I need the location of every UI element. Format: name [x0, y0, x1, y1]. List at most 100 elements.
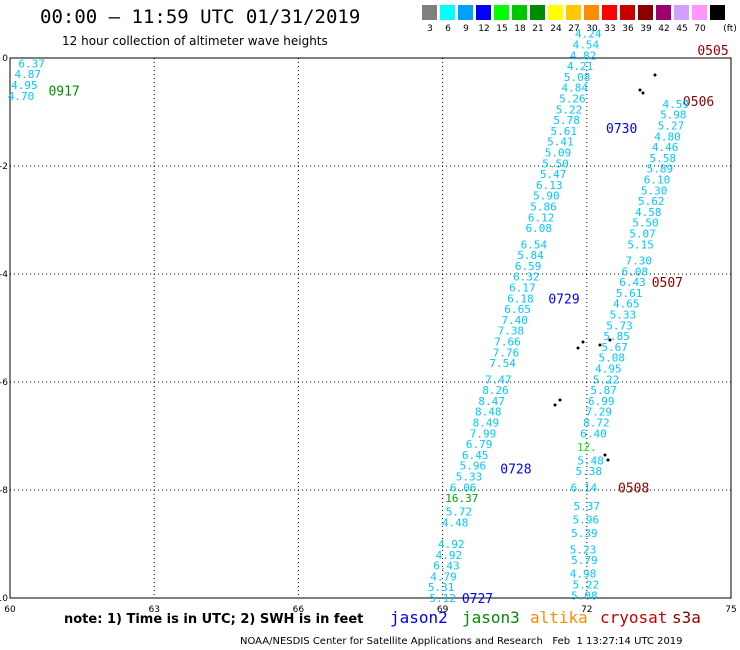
wave-height-value: 5.58 — [649, 152, 676, 165]
landmass-marker — [641, 91, 645, 95]
pass-time-label: 0505 — [697, 44, 728, 59]
wave-height-value: 4.84 — [562, 82, 589, 95]
legend-label: 12 — [478, 24, 490, 34]
wave-height-value: 4.87 — [15, 68, 42, 81]
wave-height-value: 6.32 — [513, 271, 540, 284]
wave-height-value: 5.96 — [573, 514, 600, 527]
legend-label: 18 — [514, 24, 526, 34]
pass-time-label: 0729 — [548, 292, 579, 307]
wave-height-value: 6.99 — [588, 395, 615, 408]
wave-height-value: 5.09 — [545, 147, 572, 160]
pass-time-label: 0728 — [500, 462, 531, 477]
legend-label: 6 — [445, 24, 451, 34]
chart-title: 00:00 — 11:59 UTC 01/31/2019 — [40, 6, 361, 28]
wave-height-value: 5.85 — [603, 330, 630, 343]
wave-height-value: 5.47 — [540, 168, 567, 181]
satellite-jason3: jason3 — [462, 608, 520, 627]
wave-height-value: 5.33 — [610, 309, 637, 322]
wave-height-value: 7.66 — [494, 336, 521, 349]
wave-height-value: 5.48 — [577, 454, 604, 467]
landmass-marker — [553, 403, 557, 407]
wave-height-value: 5.08 — [571, 589, 598, 602]
wave-height-value: 6.10 — [644, 174, 671, 187]
wave-height-value: 7.47 — [485, 373, 512, 386]
legend-label: 3 — [427, 24, 433, 34]
wave-height-value: 4.48 — [442, 516, 469, 529]
wave-height-value: 5.39 — [571, 527, 598, 540]
legend-label: 9 — [463, 24, 469, 34]
wave-height-value: 7.30 — [625, 255, 652, 268]
wave-height-value: 4.24 — [575, 28, 602, 41]
wave-height-value: 4.98 — [570, 568, 597, 581]
chart-subtitle: 12 hour collection of altimeter wave hei… — [62, 34, 328, 48]
satellite-altika: altika — [530, 608, 588, 627]
wave-height-value: 4.59 — [662, 98, 689, 111]
wave-height-value: 5.61 — [616, 287, 643, 300]
wave-height-value: 5.73 — [606, 319, 633, 332]
wave-height-value: 5.30 — [641, 184, 668, 197]
wave-height-value: 6.13 — [536, 179, 563, 192]
legend-swatch — [710, 5, 725, 20]
legend-label: 42 — [658, 24, 670, 34]
wave-height-value: 5.96 — [460, 460, 487, 473]
wave-height-value: 6.59 — [515, 260, 542, 273]
legend-swatch — [656, 5, 671, 20]
wave-height-value: 6.12 — [528, 211, 555, 224]
y-tick-label: -4 — [0, 270, 8, 280]
satellite-cryosat: cryosat — [600, 608, 668, 627]
legend-label: 27 — [568, 24, 580, 34]
legend-swatch — [440, 5, 455, 20]
wave-height-value: 5.62 — [638, 195, 665, 208]
landmass-marker — [653, 73, 657, 77]
wave-height-value: 5.27 — [658, 120, 685, 133]
wave-height-value: 4.82 — [570, 49, 597, 62]
landmass-marker — [638, 88, 642, 92]
wave-height-value: 4.79 — [430, 570, 457, 583]
legend-swatch — [458, 5, 473, 20]
wave-height-value: 5.87 — [590, 384, 617, 397]
wave-height-value: 5.08 — [599, 352, 626, 365]
legend-swatch — [674, 5, 689, 20]
wave-height-value: 4.70 — [8, 90, 35, 103]
x-tick-label: 66 — [293, 605, 305, 615]
legend-label: 24 — [550, 24, 562, 34]
legend-label: 70 — [694, 24, 706, 34]
legend-label: 39 — [640, 24, 652, 34]
wave-height-value: 4.95 — [11, 79, 38, 92]
wave-height-value: 7.99 — [470, 427, 497, 440]
pass-time-label: 0917 — [48, 84, 79, 99]
wave-height-value: 8.47 — [478, 395, 505, 408]
footer-credit: NOAA/NESDIS Center for Satellite Applica… — [240, 636, 683, 647]
wave-height-value: 6.37 — [18, 57, 45, 70]
wave-height-value: 5.08 — [564, 71, 591, 84]
wave-height-value: 5.78 — [553, 114, 580, 127]
y-tick-label: -8 — [0, 486, 8, 496]
legend-label: 15 — [496, 24, 508, 34]
plot-frame — [9, 57, 732, 599]
wave-height-value: 8.72 — [583, 417, 610, 430]
wave-height-value: 4.92 — [438, 538, 465, 551]
wave-height-value: 5.38 — [575, 465, 602, 478]
landmass-marker — [581, 340, 585, 344]
wave-height-value: 5.61 — [550, 125, 577, 138]
wave-height-value: 5.22 — [573, 579, 600, 592]
legend-unit: (ft) — [723, 24, 737, 34]
pass-time-label: 0508 — [618, 481, 649, 496]
x-tick-label: 60 — [4, 605, 16, 615]
wave-height-value: 5.31 — [428, 581, 455, 594]
wave-height-value: 6.54 — [521, 238, 548, 251]
y-tick-label: -10 — [0, 594, 8, 604]
wave-height-value: 7.29 — [586, 406, 613, 419]
landmass-marker — [576, 346, 580, 350]
wave-height-value: 6.43 — [433, 560, 460, 573]
wave-height-value: 16.37 — [445, 492, 478, 505]
wave-height-value: 6.18 — [507, 292, 534, 305]
wave-height-value: 8.49 — [473, 417, 500, 430]
wave-height-value: 6.17 — [509, 282, 536, 295]
x-tick-label: 72 — [581, 605, 592, 615]
x-tick-label: 69 — [437, 605, 449, 615]
wave-height-value: 6.08 — [525, 222, 552, 235]
wave-height-value: 5.86 — [530, 201, 557, 214]
wave-height-value: 5.79 — [571, 554, 598, 567]
wave-height-value: 4.58 — [635, 206, 662, 219]
